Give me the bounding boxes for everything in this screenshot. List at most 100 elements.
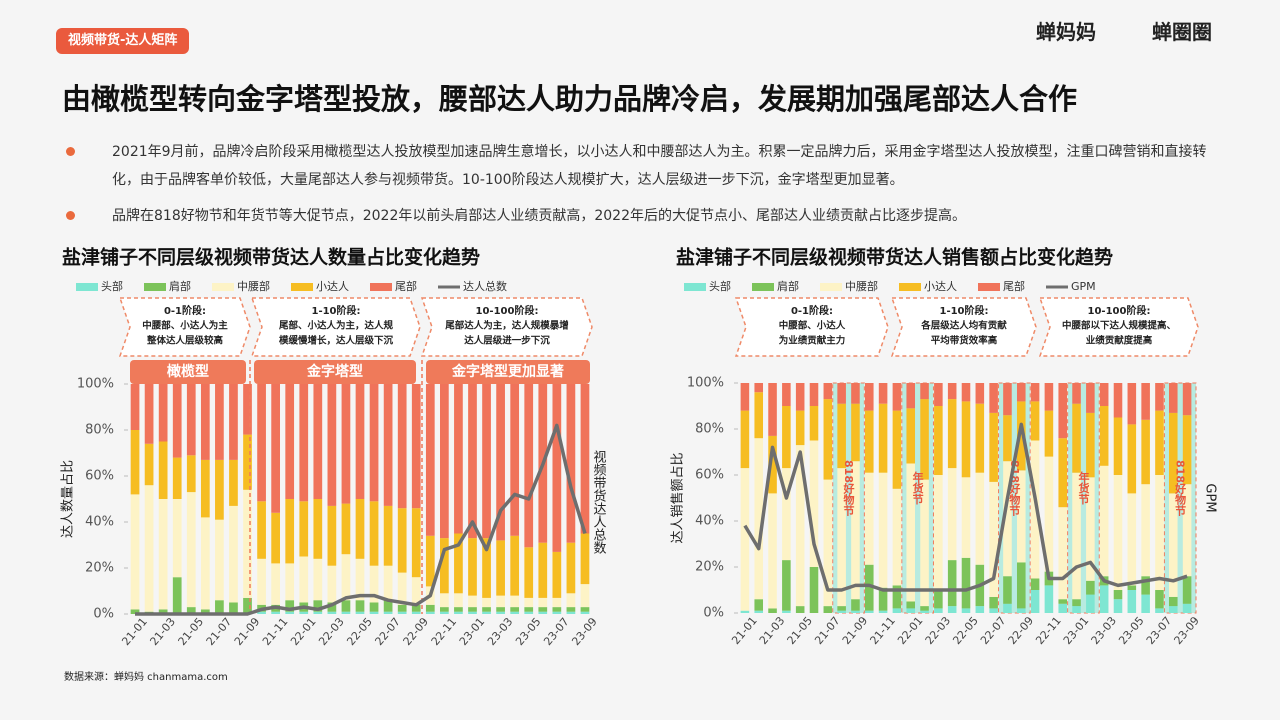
bar-segment xyxy=(961,383,971,402)
bar-segment xyxy=(397,604,407,612)
bar-segment xyxy=(1155,475,1164,590)
stage-text: 整体达人层级较高 xyxy=(146,335,224,347)
y2-axis-title: GPM xyxy=(1203,483,1218,512)
bar-segment xyxy=(878,383,888,404)
bar-segment xyxy=(934,590,943,609)
x-tick-label: 21-03 xyxy=(757,614,788,647)
bar-segment xyxy=(782,383,791,406)
series-line xyxy=(135,423,587,616)
bar-segment xyxy=(313,600,323,612)
bar-segment xyxy=(172,499,182,578)
bar-segment xyxy=(580,611,590,614)
y2-axis-title: 视频带货达人总数 xyxy=(591,450,607,554)
bar-segment xyxy=(961,401,971,478)
bar-segment xyxy=(809,567,819,613)
annotation: 818好物节 xyxy=(1174,460,1188,517)
legend-swatch xyxy=(144,283,166,291)
bar-segment xyxy=(313,611,323,614)
bar-segment xyxy=(158,609,168,614)
bar-segment xyxy=(383,565,393,601)
bar-segment xyxy=(906,383,916,409)
x-tick-label: 21-07 xyxy=(204,615,235,648)
series-line xyxy=(743,422,1188,592)
bar-segment xyxy=(243,434,252,490)
bar-segment xyxy=(496,595,505,608)
phase-label: 金字塔型更加显著 xyxy=(451,363,564,380)
phase-tag xyxy=(426,360,590,384)
bar-segment xyxy=(1155,410,1164,475)
bar-segment xyxy=(524,384,534,548)
bar-segment xyxy=(341,384,351,504)
bar-segment xyxy=(257,501,266,559)
stage-box xyxy=(118,297,251,357)
x-tick-label: 22-09 xyxy=(401,615,432,648)
bar-segment xyxy=(851,599,860,611)
bar-segment xyxy=(482,597,491,608)
bar-segment xyxy=(411,508,421,578)
bar-segment xyxy=(989,608,998,613)
legend-swatch xyxy=(370,283,392,291)
x-tick-label: 21-11 xyxy=(260,615,291,648)
bar-segment xyxy=(1030,578,1040,590)
bar-segment xyxy=(341,554,351,601)
bar-segment xyxy=(989,481,998,597)
legend-label: GPM xyxy=(1071,280,1096,293)
bar-segment xyxy=(383,505,393,566)
bar-segment xyxy=(768,608,777,613)
bar-segment xyxy=(580,607,590,612)
bar-segment xyxy=(1086,383,1095,413)
legend-label: 小达人 xyxy=(924,280,957,293)
bar-segment xyxy=(538,611,548,614)
bar-segment xyxy=(144,443,154,486)
bar-segment xyxy=(229,602,238,614)
bar-segment xyxy=(1030,590,1040,613)
bar-segment xyxy=(1099,585,1109,613)
bar-segment xyxy=(510,607,520,612)
bullet-text: 品牌在818好物节和年货节等大促节点，2022年以前头肩部达人业绩贡献高，202… xyxy=(112,208,966,224)
bar-segment xyxy=(920,479,929,607)
y-tick-label: 100% xyxy=(77,377,114,392)
legend-swatch xyxy=(820,283,842,291)
legend-label: 头部 xyxy=(101,279,123,293)
bar-segment xyxy=(496,611,505,614)
bar-segment xyxy=(920,606,929,611)
bar-segment xyxy=(411,577,421,605)
bar-segment xyxy=(496,384,505,541)
chart-title: 盐津铺子不同层级视频带货达人销售额占比变化趋势 xyxy=(676,246,1113,269)
bar-segment xyxy=(1058,438,1068,508)
bar-segment xyxy=(510,535,520,596)
bar-segment xyxy=(1155,383,1164,411)
bar-segment xyxy=(552,384,562,552)
bar-segment xyxy=(186,607,196,614)
bar-segment xyxy=(566,593,576,608)
stage-box xyxy=(250,297,421,357)
bar-segment xyxy=(172,384,182,458)
y-tick-label: 20% xyxy=(85,561,114,576)
bar-segment xyxy=(285,600,295,612)
bar-segment xyxy=(1113,599,1123,613)
bar-segment xyxy=(383,611,393,614)
bar-segment xyxy=(369,384,379,502)
bar-segment xyxy=(425,384,435,536)
bar-segment xyxy=(411,611,421,614)
bar-segment xyxy=(754,599,764,611)
bar-segment xyxy=(892,383,902,411)
bar-segment xyxy=(496,607,505,612)
x-tick-label: 23-09 xyxy=(1171,614,1202,647)
bar-segment xyxy=(795,383,805,411)
bar-segment xyxy=(1141,484,1150,577)
bar-segment xyxy=(1086,477,1095,581)
bar-segment xyxy=(383,600,393,612)
bar-segment xyxy=(229,505,238,603)
bar-segment xyxy=(299,611,309,614)
bar-segment xyxy=(878,587,888,611)
bar-segment xyxy=(1030,401,1040,441)
x-tick-label: 22-01 xyxy=(895,614,926,647)
bar-segment xyxy=(341,503,351,555)
bar-segment xyxy=(864,564,874,611)
bar-segment xyxy=(454,384,463,534)
bar-segment xyxy=(934,608,943,613)
bar-segment xyxy=(440,593,449,608)
legend-swatch xyxy=(899,283,921,291)
bar-segment xyxy=(271,563,280,605)
